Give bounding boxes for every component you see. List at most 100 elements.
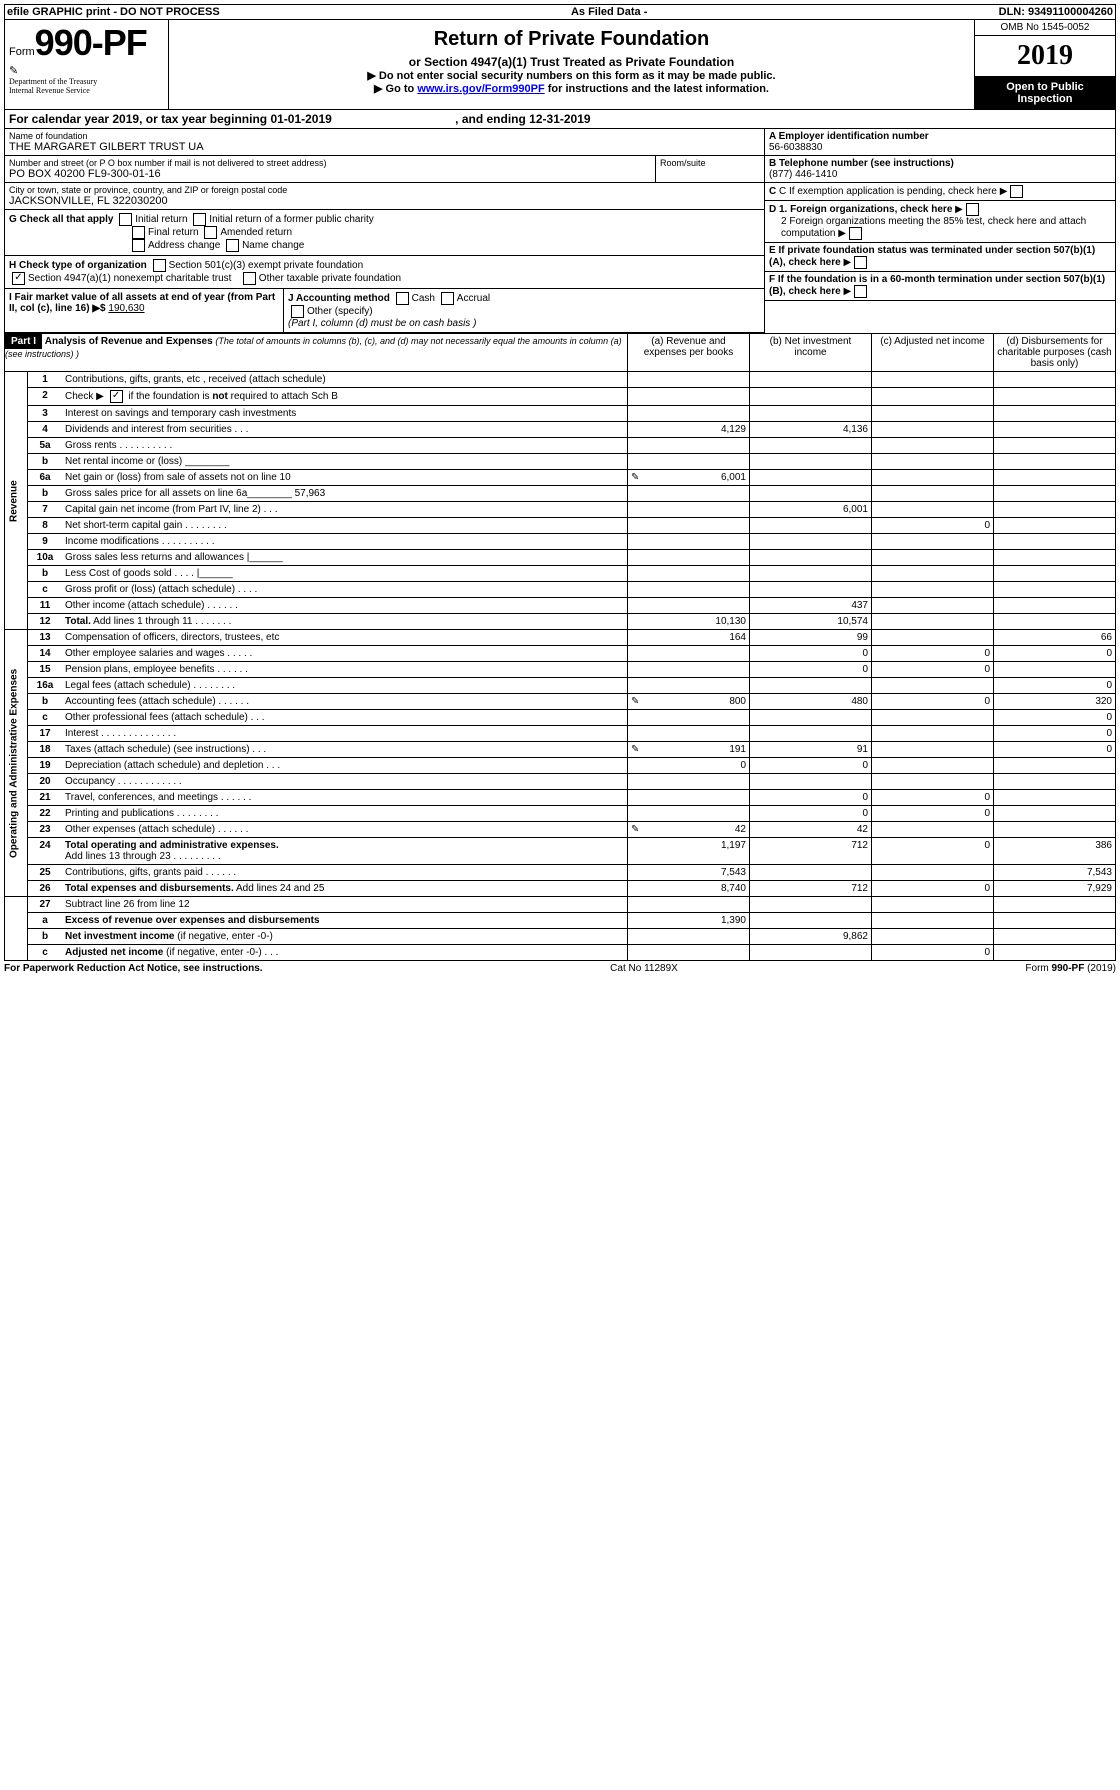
line-description: Subtract line 26 from line 12 [62,897,628,913]
table-row: aExcess of revenue over expenses and dis… [5,913,1116,929]
checkbox-4947[interactable]: ✓ [12,272,25,285]
col-a-value [628,406,750,422]
col-b-value [750,454,872,470]
col-b-value [750,372,872,388]
table-row: 17Interest . . . . . . . . . . . . . .0 [5,726,1116,742]
checkbox-c[interactable] [1010,185,1023,198]
dept-irs: Internal Revenue Service [9,86,164,95]
col-a-header: (a) Revenue and expenses per books [628,334,750,372]
checkbox-name[interactable] [226,239,239,252]
col-a-value: ✎42 [628,822,750,838]
phone-cell: B Telephone number (see instructions) (8… [765,156,1115,183]
col-b-value: 99 [750,630,872,646]
col-c-value [872,710,994,726]
line-number: b [28,566,63,582]
col-b-value: 0 [750,806,872,822]
a-label: A Employer identification number [769,131,1111,142]
col-d-value: 0 [994,646,1116,662]
col-a-value: 164 [628,630,750,646]
line-description: Depreciation (attach schedule) and deple… [62,758,628,774]
checkbox-other-method[interactable] [291,305,304,318]
col-c-value [872,372,994,388]
attachment-icon[interactable]: ✎ [631,472,639,483]
efile-text: efile GRAPHIC print - DO NOT PROCESS [7,6,220,18]
checkbox-final[interactable] [132,226,145,239]
checkbox-other-tax[interactable] [243,272,256,285]
attachment-icon[interactable]: ✎ [631,824,639,835]
col-a-value [628,662,750,678]
line-number: b [28,929,63,945]
checkbox-amended[interactable] [204,226,217,239]
col-c-value [872,758,994,774]
checkbox-accrual[interactable] [441,292,454,305]
line-number: 9 [28,534,63,550]
checkbox-initial-former[interactable] [193,213,206,226]
col-c-value [872,502,994,518]
g-opt-1: Initial return of a former public charit… [209,214,374,225]
line-number: b [28,454,63,470]
footer-right: Form 990-PF (2019) [1025,963,1116,974]
checkbox-cash[interactable] [396,292,409,305]
col-b-value [750,678,872,694]
col-b-value [750,710,872,726]
line-description: Legal fees (attach schedule) . . . . . .… [62,678,628,694]
col-c-value [872,630,994,646]
table-row: 3Interest on savings and temporary cash … [5,406,1116,422]
checkbox-e[interactable] [854,256,867,269]
omb-number: OMB No 1545-0052 [975,20,1115,36]
line-description: Occupancy . . . . . . . . . . . . [62,774,628,790]
col-b-value: 91 [750,742,872,758]
attachment-icon[interactable]: ✎ [631,696,639,707]
irs-link[interactable]: www.irs.gov/Form990PF [417,83,544,95]
col-d-value: 386 [994,838,1116,865]
line-number: 23 [28,822,63,838]
table-row: 20Occupancy . . . . . . . . . . . . [5,774,1116,790]
col-b-value [750,582,872,598]
col-d-value: 0 [994,742,1116,758]
room-cell: Room/suite [655,156,764,183]
header-center: Return of Private Foundation or Section … [169,20,974,109]
tax-year: 2019 [975,36,1115,77]
checkbox-f[interactable] [854,285,867,298]
col-c-value [872,406,994,422]
line-description: Excess of revenue over expenses and disb… [62,913,628,929]
checkbox-d1[interactable] [966,203,979,216]
col-d-value [994,897,1116,913]
line-description: Check ▶ ✓ if the foundation is not requi… [62,388,628,406]
b-label: B Telephone number (see instructions) [769,158,1111,169]
col-d-value [994,790,1116,806]
line-description: Accounting fees (attach schedule) . . . … [62,694,628,710]
col-a-value [628,486,750,502]
checkbox-address[interactable] [132,239,145,252]
table-row: 14Other employee salaries and wages . . … [5,646,1116,662]
col-b-value [750,518,872,534]
col-b-value: 6,001 [750,502,872,518]
section-vertical-label: Revenue [5,372,28,630]
part1-label: Part I [5,334,42,349]
col-b-value: 9,862 [750,929,872,945]
line-number: 7 [28,502,63,518]
col-c-value [872,774,994,790]
col-b-value [750,566,872,582]
col-a-value: 1,197 [628,838,750,865]
line-number: b [28,486,63,502]
checkbox-d2[interactable] [849,227,862,240]
line-number: c [28,945,63,961]
j-accrual: Accrual [457,293,490,304]
col-d-value [994,913,1116,929]
pen-icon: ✎ [9,64,164,77]
section-i: I Fair market value of all assets at end… [5,289,283,332]
table-row: 5aGross rents . . . . . . . . . . [5,438,1116,454]
col-d-value [994,438,1116,454]
line-number: 17 [28,726,63,742]
checkbox-501c3[interactable] [153,259,166,272]
col-a-value: 0 [628,758,750,774]
checkbox-initial[interactable] [119,213,132,226]
table-row: cOther professional fees (attach schedul… [5,710,1116,726]
attachment-icon[interactable]: ✎ [631,744,639,755]
table-row: bNet rental income or (loss) ________ [5,454,1116,470]
table-row: bNet investment income (if negative, ent… [5,929,1116,945]
instr2-pre: ▶ Go to [374,83,417,95]
line-number: b [28,694,63,710]
h-label: H Check type of organization [9,260,147,271]
